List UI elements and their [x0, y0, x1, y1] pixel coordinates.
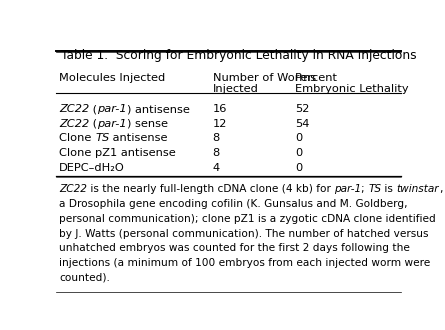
Text: ) antisense: ) antisense — [127, 104, 190, 115]
Text: twinstar: twinstar — [396, 184, 439, 194]
Text: unhatched embryos was counted for the first 2 days following the: unhatched embryos was counted for the fi… — [59, 244, 410, 253]
Text: 8: 8 — [213, 133, 220, 143]
Text: Molecules Injected: Molecules Injected — [59, 73, 166, 82]
Text: par-1: par-1 — [334, 184, 361, 194]
Text: injections (a minimum of 100 embryos from each injected worm were: injections (a minimum of 100 embryos fro… — [59, 258, 430, 268]
Text: is: is — [381, 184, 396, 194]
Text: Clone: Clone — [59, 133, 95, 143]
Text: 0: 0 — [295, 163, 303, 173]
Text: personal communication); clone pZ1 is a zygotic cDNA clone identified: personal communication); clone pZ1 is a … — [59, 214, 436, 224]
Text: DEPC–dH₂O: DEPC–dH₂O — [59, 163, 125, 173]
Text: a Drosophila gene encoding cofilin (K. Gunsalus and M. Goldberg,: a Drosophila gene encoding cofilin (K. G… — [59, 199, 408, 209]
Text: Clone pZ1 antisense: Clone pZ1 antisense — [59, 148, 176, 158]
Text: ,: , — [439, 184, 443, 194]
Text: Percent
Embryonic Lethality: Percent Embryonic Lethality — [295, 73, 409, 94]
Text: TS: TS — [95, 133, 109, 143]
Text: is the nearly full-length cDNA clone (4 kb) for: is the nearly full-length cDNA clone (4 … — [87, 184, 334, 194]
Text: 16: 16 — [213, 104, 227, 115]
Text: 4: 4 — [213, 163, 220, 173]
Text: 8: 8 — [213, 148, 220, 158]
Text: (: ( — [89, 104, 97, 115]
Text: ) sense: ) sense — [127, 119, 168, 129]
Text: ZC22: ZC22 — [59, 119, 89, 129]
Text: Table 1.  Scoring for Embryonic Lethality in RNA Injections: Table 1. Scoring for Embryonic Lethality… — [61, 49, 417, 62]
Text: antisense: antisense — [109, 133, 168, 143]
Text: Number of Worms
Injected: Number of Worms Injected — [213, 73, 316, 94]
Text: TS: TS — [368, 184, 381, 194]
Text: 12: 12 — [213, 119, 227, 129]
Text: counted).: counted). — [59, 273, 110, 283]
Text: 0: 0 — [295, 133, 303, 143]
Text: 0: 0 — [295, 148, 303, 158]
Text: 54: 54 — [295, 119, 310, 129]
Text: (: ( — [89, 119, 97, 129]
Text: ZC22: ZC22 — [59, 184, 87, 194]
Text: ZC22: ZC22 — [59, 104, 89, 115]
Text: 52: 52 — [295, 104, 310, 115]
Text: par-1: par-1 — [97, 119, 127, 129]
Text: ;: ; — [361, 184, 368, 194]
Text: by J. Watts (personal communication). The number of hatched versus: by J. Watts (personal communication). Th… — [59, 229, 429, 239]
Text: par-1: par-1 — [97, 104, 127, 115]
